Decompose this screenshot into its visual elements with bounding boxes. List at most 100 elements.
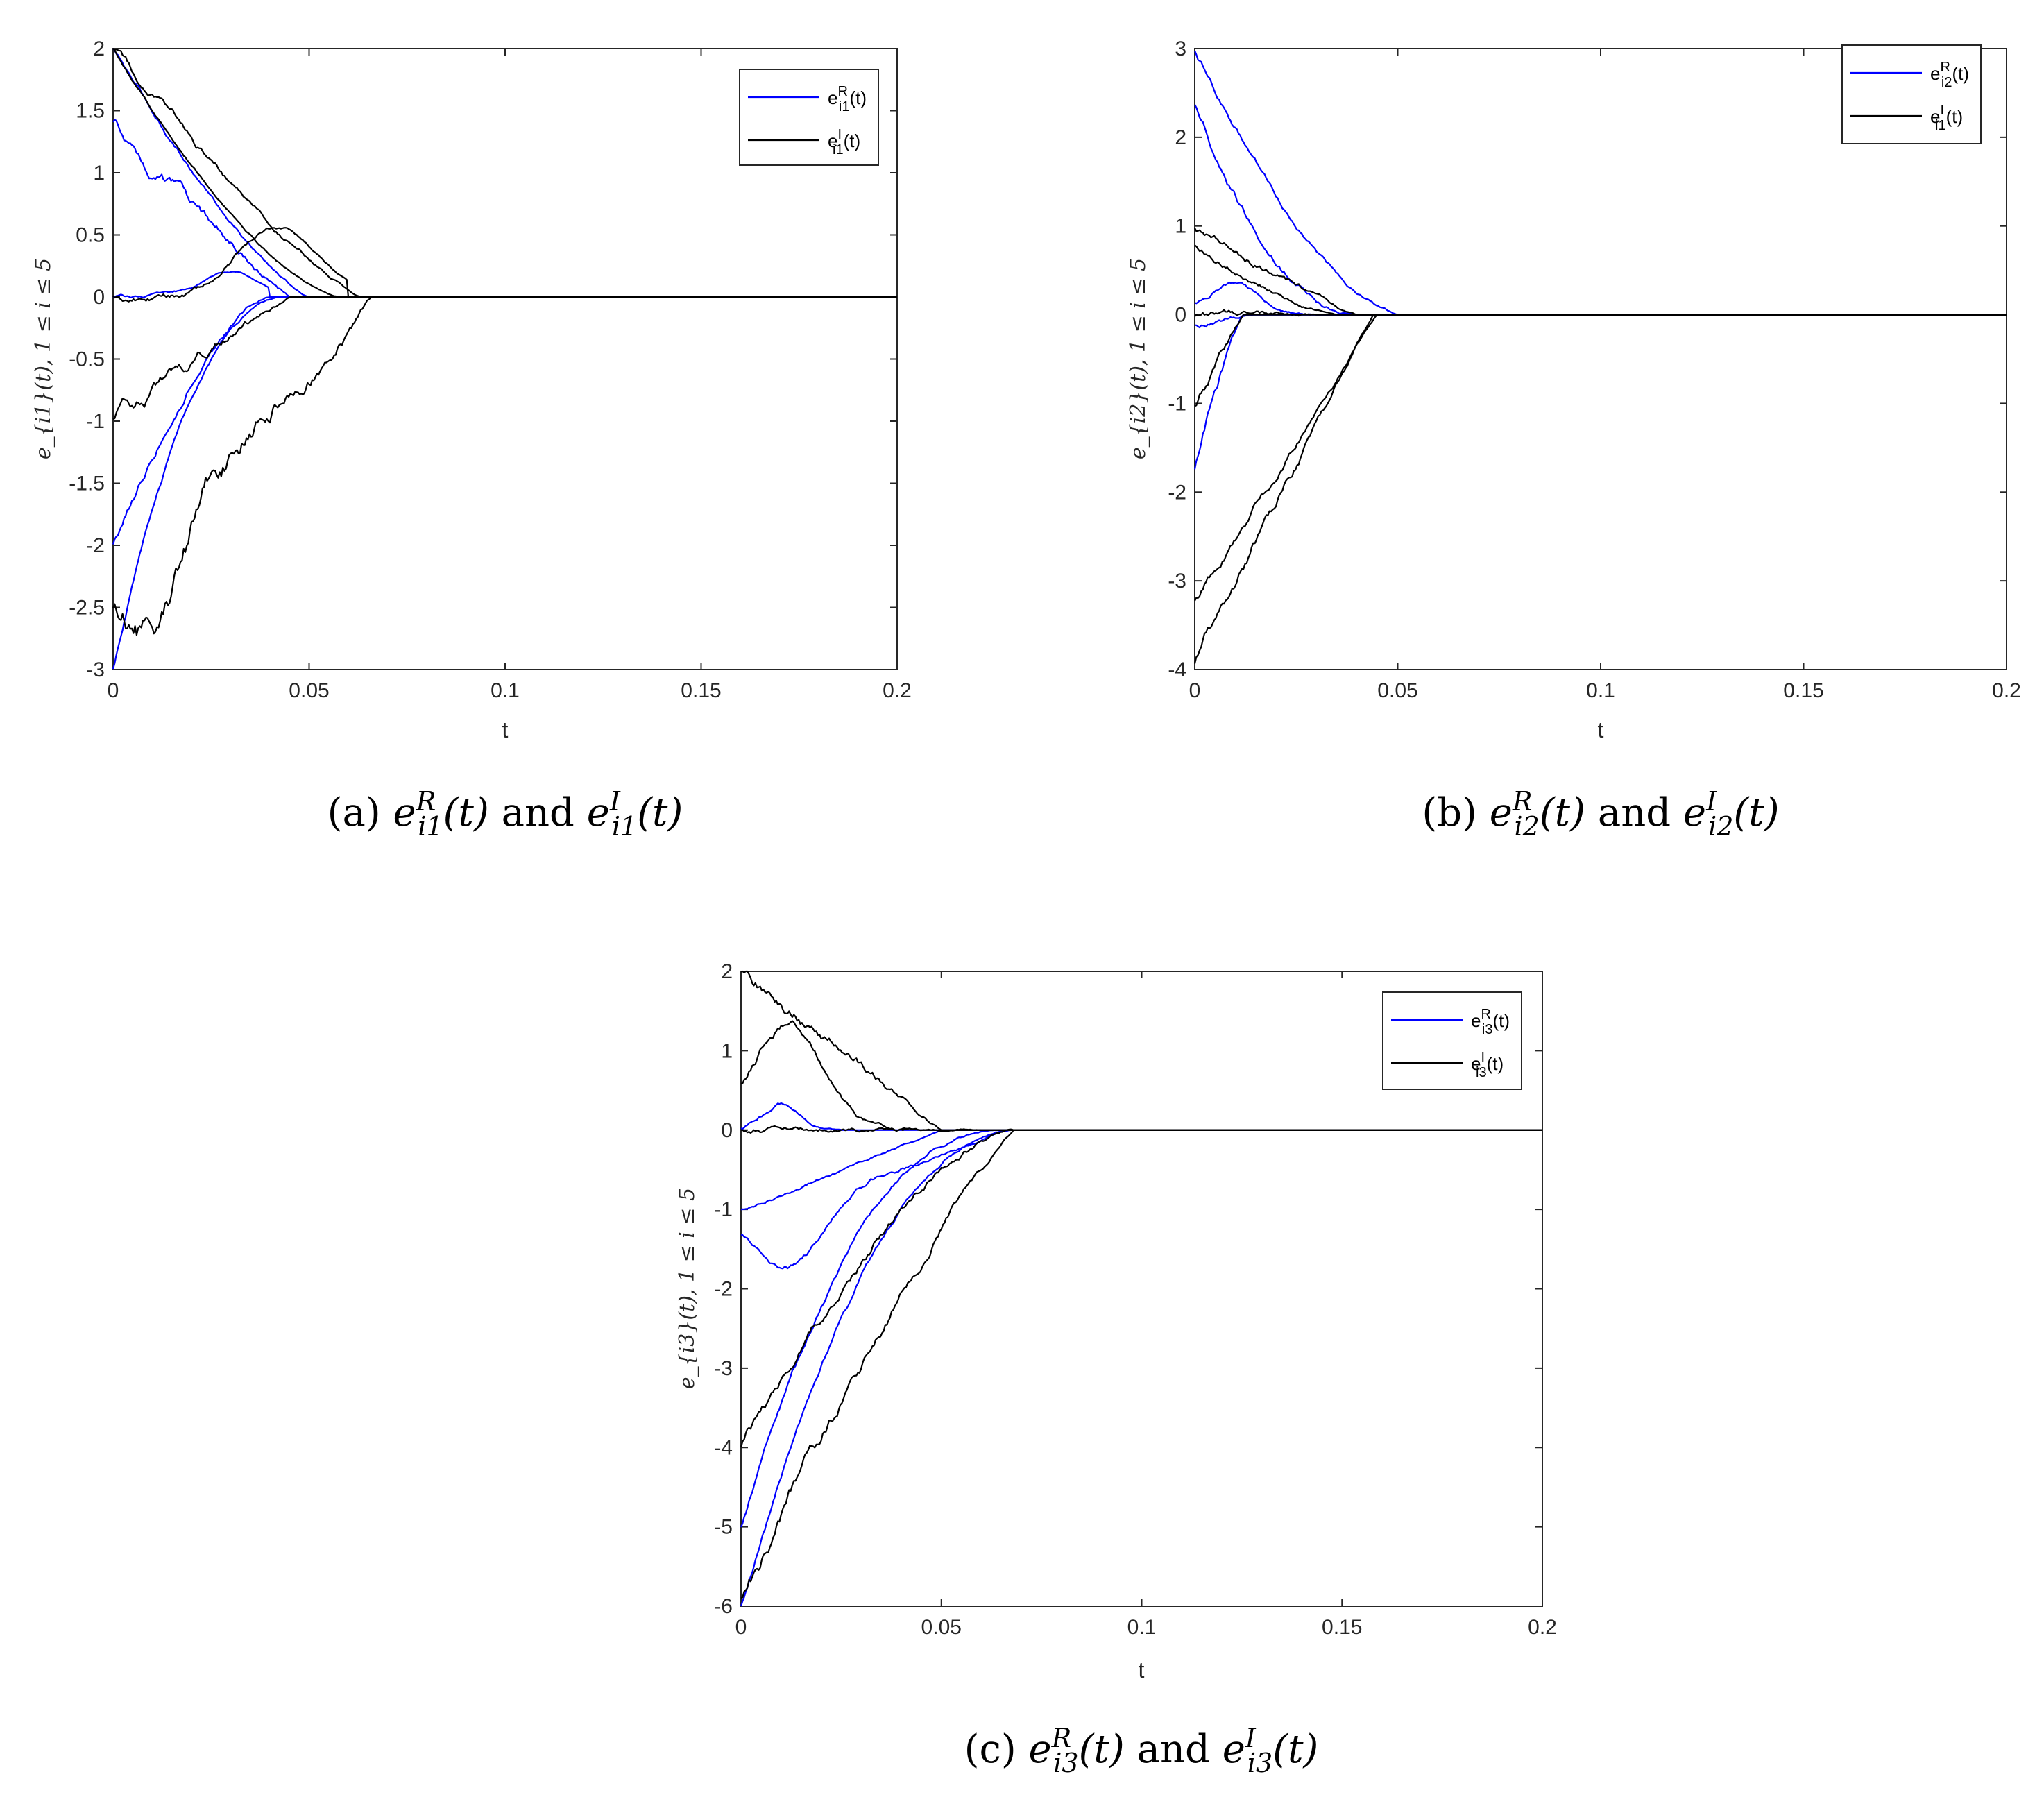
x-tick-label: 0.1 xyxy=(1127,1616,1157,1639)
legend-label: eR i1(t) xyxy=(828,84,867,114)
legend: eR i2(t) eI i1(t) xyxy=(1841,44,1982,144)
y-tick-label: 1 xyxy=(1175,215,1186,238)
y-tick-label: -1 xyxy=(714,1198,733,1221)
y-tick-label: 0 xyxy=(1175,304,1186,327)
y-tick-label: 2 xyxy=(1175,126,1186,149)
x-tick-label: 0.2 xyxy=(1528,1616,1557,1639)
x-tick-label: 0.1 xyxy=(491,679,520,702)
x-axis-label: t xyxy=(502,717,509,742)
series-line xyxy=(740,1129,1542,1599)
x-tick-label: 0.05 xyxy=(289,679,329,702)
y-axis-label: e_{i1}(t), 1 ≤ i ≤ 5 xyxy=(31,258,56,459)
caption-part: e xyxy=(393,790,416,835)
y-tick-label: -3 xyxy=(1168,570,1186,593)
caption-part: i3 xyxy=(1247,1748,1272,1778)
caption-part: I xyxy=(1705,786,1717,817)
x-tick-label: 0 xyxy=(735,1616,747,1639)
caption-part: (b) xyxy=(1422,790,1489,835)
y-tick-label: -1.5 xyxy=(69,472,105,495)
x-tick-label: 0.15 xyxy=(1322,1616,1362,1639)
legend-box xyxy=(1382,991,1522,1090)
caption-part: i3 xyxy=(1053,1748,1078,1778)
legend-label: eI i1(t) xyxy=(1930,103,1963,133)
y-tick-label: -6 xyxy=(714,1595,733,1618)
x-tick-label: 0.05 xyxy=(1377,679,1417,702)
y-tick-label: -3 xyxy=(714,1357,733,1380)
legend-box xyxy=(1841,44,1982,144)
caption-part: (t) xyxy=(1079,1727,1125,1772)
y-tick-label: 1 xyxy=(721,1039,733,1062)
caption-part: I xyxy=(1245,1723,1257,1753)
x-tick-label: 0 xyxy=(1189,679,1201,702)
caption-part: i2 xyxy=(1708,811,1733,842)
x-tick-label: 0.15 xyxy=(681,679,721,702)
y-tick-label: -2 xyxy=(714,1278,733,1301)
caption-part: e xyxy=(1028,1727,1051,1772)
caption-part: and xyxy=(1585,790,1683,835)
y-axis-label: e_{i3}(t), 1 ≤ i ≤ 5 xyxy=(675,1188,699,1389)
y-tick-label: -1 xyxy=(86,410,105,433)
x-tick-label: 0.1 xyxy=(1586,679,1615,702)
caption-part: (t) xyxy=(637,790,683,835)
y-tick-label: -3 xyxy=(86,658,105,681)
y-tick-label: -4 xyxy=(714,1436,733,1459)
panel-c: 0 0.05 0.1 0.15 0.2 -6 -5 -4 -3 -2 -1 0 1 2 t e_{i3}… xyxy=(675,960,1557,1778)
x-ticks: 0 0.05 0.1 0.15 0.2 xyxy=(735,971,1557,1639)
series-lines xyxy=(112,48,897,670)
series-lines xyxy=(740,970,1542,1607)
y-ticks: -3 -2.5 -2 -1.5 -1 -0.5 0 0.5 1 1.5 2 xyxy=(69,37,897,681)
y-tick-label: -2 xyxy=(1168,481,1186,504)
panel-a: 0 0.05 0.1 0.15 0.2 -3 -2.5 -2 -1.5 -1 -0.5 0 0.5 1 1… xyxy=(31,37,912,842)
caption-part: R xyxy=(1512,786,1533,817)
caption-part: (t) xyxy=(1733,790,1779,835)
legend: eR i1(t) eI i1(t) xyxy=(739,69,879,166)
y-tick-label: 1 xyxy=(93,162,105,185)
y-axis-label: e_{i2}(t), 1 ≤ i ≤ 5 xyxy=(1126,258,1150,459)
legend-box xyxy=(739,69,879,166)
y-tick-label: 2 xyxy=(93,37,105,60)
caption-part: i1 xyxy=(612,811,637,842)
y-tick-label: 1.5 xyxy=(76,100,105,123)
y-tick-label: 0 xyxy=(93,286,105,309)
caption-part: and xyxy=(1125,1727,1223,1772)
caption-part: e xyxy=(1490,790,1513,835)
x-axis-label: t xyxy=(1139,1658,1145,1683)
x-tick-label: 0.2 xyxy=(883,679,912,702)
series-line xyxy=(1193,314,2007,664)
caption-c: (c) eR i3(t) and eI i3(t) xyxy=(964,1723,1319,1778)
y-tick-label: 0.5 xyxy=(76,224,105,247)
x-tick-label: 0.15 xyxy=(1783,679,1823,702)
caption-part: e xyxy=(1683,790,1706,835)
caption-part: R xyxy=(416,786,436,817)
panel-b: 0 0.05 0.1 0.15 0.2 -4 -3 -2 -1 0 1 2 3 t e_{i2}(t)… xyxy=(1126,37,2021,842)
caption-part: (c) xyxy=(964,1727,1029,1772)
series-line xyxy=(112,296,897,636)
caption-a: (a) eR i1(t) and eI i1(t) xyxy=(327,786,683,842)
x-tick-label: 0.2 xyxy=(1992,679,2021,702)
caption-part: i2 xyxy=(1514,811,1539,842)
y-tick-label: -4 xyxy=(1168,658,1186,681)
caption-part: R xyxy=(1051,1723,1072,1753)
caption-part: (t) xyxy=(1272,1727,1318,1772)
caption-part: i1 xyxy=(418,811,443,842)
legend-label: eI i1(t) xyxy=(828,127,860,157)
y-ticks: -4 -3 -2 -1 0 1 2 3 xyxy=(1168,37,2007,681)
legend-label: eR i2(t) xyxy=(1930,60,1969,90)
caption-part: I xyxy=(609,786,621,817)
y-ticks: -6 -5 -4 -3 -2 -1 0 1 2 xyxy=(714,960,1542,1618)
caption-part: e xyxy=(1223,1727,1245,1772)
plot-area xyxy=(1194,48,2007,670)
caption-part: e xyxy=(587,790,610,835)
y-tick-label: -0.5 xyxy=(69,348,105,371)
series-lines xyxy=(1193,50,2007,664)
legend-label: eR i3(t) xyxy=(1471,1007,1510,1037)
legend-label: eI i3(t) xyxy=(1471,1050,1504,1080)
y-tick-label: 2 xyxy=(721,960,733,983)
y-tick-label: 0 xyxy=(721,1119,733,1142)
caption-part: and xyxy=(489,790,587,835)
y-tick-label: 3 xyxy=(1175,37,1186,60)
x-ticks: 0 0.05 0.1 0.15 0.2 xyxy=(108,49,912,702)
legend: eR i3(t) eI i3(t) xyxy=(1382,991,1522,1090)
y-tick-label: -1 xyxy=(1168,392,1186,415)
